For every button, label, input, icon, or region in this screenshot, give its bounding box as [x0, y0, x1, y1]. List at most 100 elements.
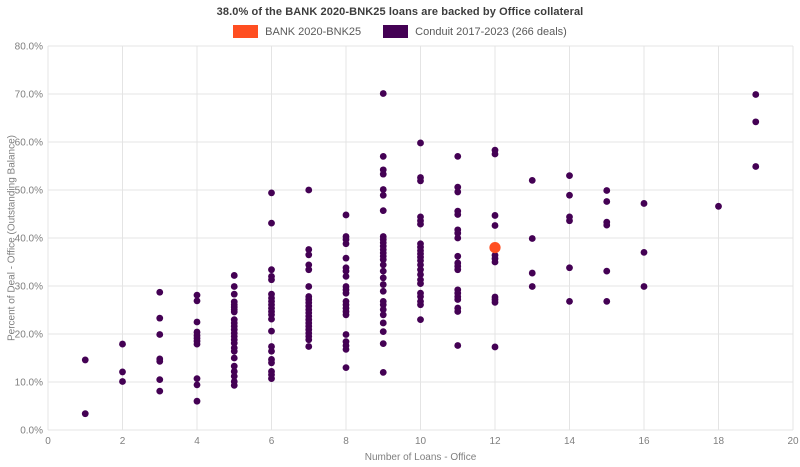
conduit-data-point — [752, 118, 760, 126]
conduit-data-point — [603, 297, 611, 305]
conduit-data-point — [454, 211, 462, 218]
conduit-data-point — [417, 261, 424, 269]
x-tick-label: 12 — [489, 436, 501, 447]
conduit-data-point — [193, 297, 201, 305]
conduit-data-point — [417, 266, 424, 274]
conduit-data-point — [379, 186, 387, 193]
legend-swatch-bank — [233, 25, 259, 38]
conduit-data-point — [417, 220, 424, 228]
conduit-data-point — [268, 375, 275, 383]
conduit-data-point — [156, 331, 164, 338]
conduit-data-point — [752, 163, 760, 170]
x-axis-title: Number of Loans - Office — [364, 452, 477, 463]
y-tick-label: 70.0% — [15, 90, 43, 101]
conduit-data-point — [454, 234, 462, 242]
conduit-data-point — [81, 356, 89, 364]
conduit-data-point — [119, 378, 126, 385]
y-tick-label: 60.0% — [15, 138, 43, 149]
conduit-data-point — [230, 381, 238, 389]
conduit-data-point — [193, 397, 201, 405]
conduit-data-point — [528, 177, 536, 184]
conduit-data-point — [379, 170, 387, 178]
conduit-data-point — [417, 177, 424, 185]
conduit-data-point — [342, 364, 350, 371]
conduit-data-point — [342, 254, 350, 262]
x-tick-label: 20 — [787, 436, 799, 447]
conduit-data-point — [230, 339, 238, 347]
conduit-data-point — [342, 289, 350, 297]
conduit-data-point — [379, 274, 387, 282]
conduit-data-point — [491, 150, 499, 158]
conduit-data-point — [379, 267, 387, 275]
x-tick-label: 6 — [269, 436, 275, 447]
conduit-data-point — [342, 331, 350, 338]
y-tick-label: 40.0% — [15, 234, 43, 245]
conduit-data-point — [379, 340, 387, 347]
conduit-data-point — [379, 328, 387, 335]
conduit-data-point — [230, 347, 238, 355]
conduit-data-point — [305, 246, 313, 253]
conduit-data-point — [379, 306, 387, 313]
conduit-data-point — [752, 91, 760, 98]
conduit-data-point — [417, 139, 424, 147]
y-tick-label: 0.0% — [20, 426, 43, 437]
x-tick-label: 18 — [713, 436, 725, 447]
conduit-data-point — [305, 336, 313, 344]
conduit-data-point — [268, 327, 275, 335]
conduit-data-point — [193, 340, 201, 348]
conduit-data-point — [417, 301, 424, 309]
conduit-data-point — [491, 212, 499, 219]
conduit-data-point — [81, 410, 89, 418]
conduit-data-point — [305, 261, 313, 269]
conduit-data-point — [417, 280, 424, 287]
conduit-data-point — [528, 269, 536, 277]
conduit-data-point — [268, 315, 275, 323]
x-tick-label: 8 — [343, 436, 349, 447]
conduit-data-point — [603, 221, 611, 229]
conduit-data-point — [193, 381, 201, 389]
legend-item-bank[interactable]: BANK 2020-BNK25 — [233, 25, 361, 38]
conduit-data-point — [491, 222, 499, 229]
conduit-data-point — [305, 266, 313, 274]
legend-item-conduit[interactable]: Conduit 2017-2023 (266 deals) — [383, 25, 567, 38]
conduit-data-point — [193, 375, 201, 383]
y-tick-label: 80.0% — [15, 42, 43, 53]
conduit-data-point — [379, 90, 387, 97]
conduit-data-point — [454, 183, 462, 191]
conduit-data-point — [342, 273, 350, 280]
conduit-data-point — [715, 202, 722, 210]
conduit-data-point — [305, 283, 313, 290]
conduit-data-point — [119, 340, 126, 348]
conduit-data-point — [603, 267, 611, 275]
conduit-data-point — [342, 345, 350, 353]
conduit-data-point — [230, 308, 238, 316]
y-axis-title: Percent of Deal - Office (Outstanding Ba… — [6, 134, 18, 342]
conduit-data-point — [379, 191, 387, 199]
chart-title: 38.0% of the BANK 2020-BNK25 loans are b… — [216, 6, 584, 18]
conduit-data-point — [268, 347, 275, 355]
conduit-data-point — [566, 191, 573, 199]
conduit-data-point — [379, 287, 387, 295]
conduit-data-point — [640, 249, 648, 256]
conduit-data-point — [566, 264, 573, 272]
conduit-data-point — [454, 188, 462, 196]
conduit-data-point — [230, 290, 238, 298]
conduit-data-point — [454, 296, 462, 303]
conduit-data-point — [230, 283, 238, 290]
conduit-data-point — [491, 298, 499, 306]
conduit-data-point — [491, 258, 499, 266]
conduit-data-point — [305, 186, 313, 194]
conduit-data-point — [454, 266, 462, 274]
conduit-data-point — [379, 261, 387, 269]
legend: BANK 2020-BNK25 Conduit 2017-2023 (266 d… — [0, 25, 800, 38]
conduit-data-point — [603, 198, 611, 205]
y-tick-label: 10.0% — [15, 378, 43, 389]
conduit-data-point — [417, 271, 424, 278]
x-tick-label: 2 — [120, 436, 126, 447]
conduit-data-point — [379, 301, 387, 309]
conduit-data-point — [640, 200, 648, 207]
conduit-data-point — [566, 297, 573, 305]
conduit-data-point — [454, 153, 462, 160]
conduit-data-point — [342, 240, 350, 248]
